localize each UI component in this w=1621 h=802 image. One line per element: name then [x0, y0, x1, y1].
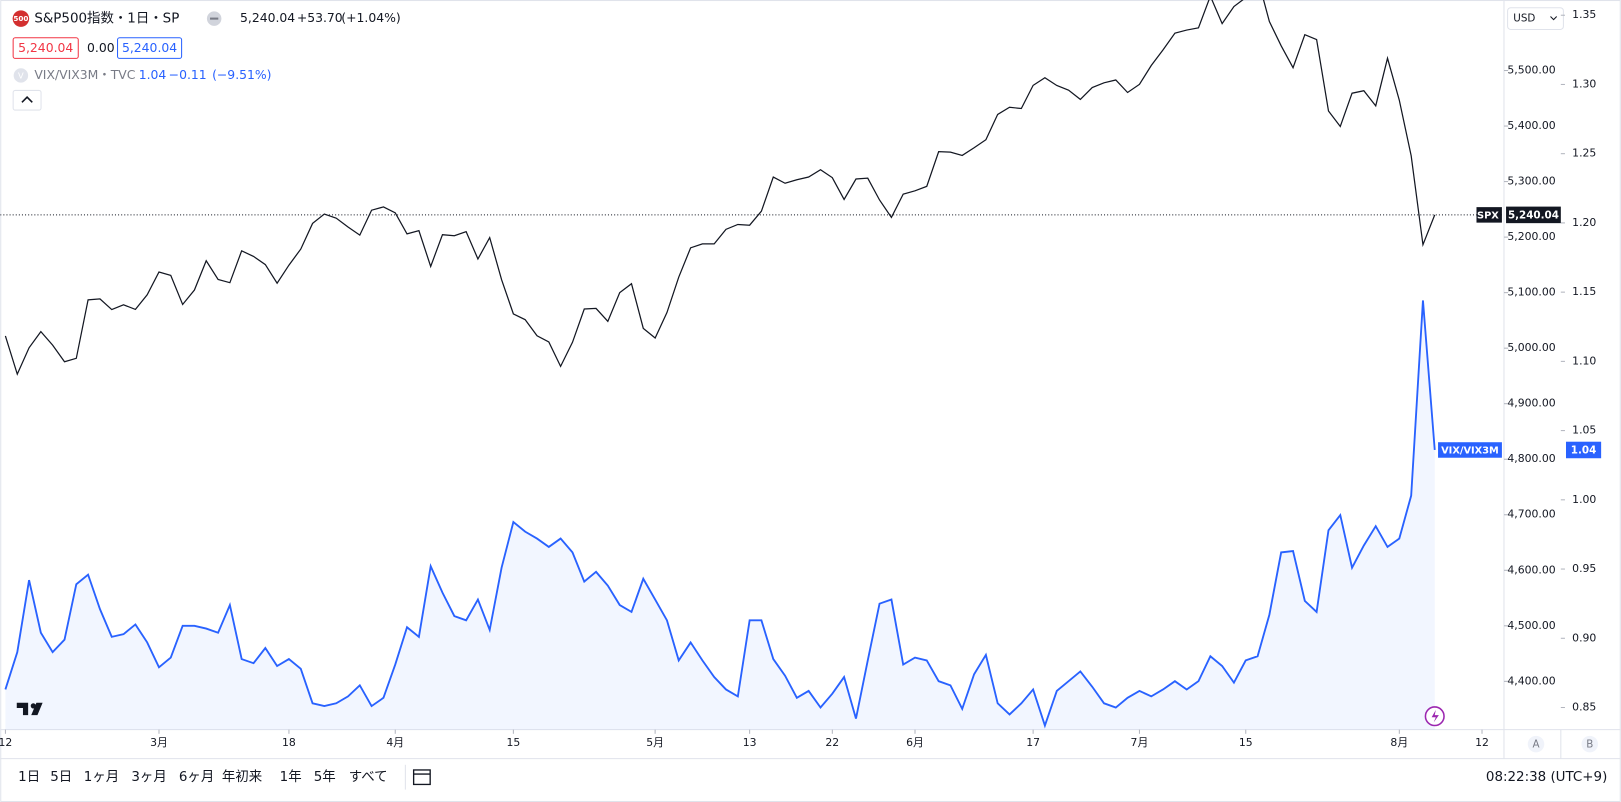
calendar-icon[interactable] — [412, 769, 431, 786]
clock: 08:22:38 (UTC+9) — [1486, 770, 1607, 785]
x-tick-label: 18 — [282, 736, 296, 749]
symbol-icon — [13, 68, 29, 83]
range-button[interactable]: 1ヶ月 — [84, 770, 119, 785]
change: −0.11 — [169, 67, 207, 82]
change-pct: (−9.51%) — [212, 67, 271, 82]
price: 5,240.04 — [240, 10, 295, 25]
y2-tick-label: 0.95 — [1572, 562, 1596, 575]
series-tag-label: SPX — [1477, 210, 1499, 221]
range-button[interactable]: 5年 — [314, 769, 336, 785]
logo — [30, 703, 36, 709]
y2-tick-label: 1.35 — [1572, 8, 1596, 21]
x-tick-label: 12 — [1475, 736, 1489, 749]
symbol-title[interactable]: S&P500指数・1日・SP — [34, 11, 179, 27]
collapse-button[interactable] — [12, 89, 42, 111]
axis-button[interactable] — [1527, 735, 1545, 753]
change-pct: (+1.04%) — [341, 10, 400, 25]
series-tag — [1476, 207, 1502, 223]
range-button[interactable]: 1年 — [280, 769, 302, 785]
range-button[interactable]: 5日 — [50, 770, 72, 785]
y-tick-label: 5,300.00 — [1507, 175, 1555, 188]
y-tick-label: 4,900.00 — [1507, 397, 1555, 410]
price-box-label: 5,240.04 — [1508, 209, 1559, 221]
y2-tick-label: 1.05 — [1572, 424, 1596, 437]
range-button[interactable]: 1日 — [18, 770, 40, 785]
y2-tick-label: 1.10 — [1572, 354, 1596, 367]
y-tick-label: 4,600.00 — [1507, 563, 1555, 576]
line — [4, 0, 1436, 376]
y-tick-label: 4,400.00 — [1507, 674, 1555, 687]
axis-button[interactable] — [1581, 735, 1599, 753]
x-tick-label: 4月 — [386, 736, 404, 749]
y2-tick-label: 0.85 — [1572, 701, 1596, 714]
symbol-icon-text: V — [18, 70, 24, 80]
x-tick-label: 8月 — [1390, 736, 1408, 749]
change: +53.70 — [297, 10, 343, 25]
range-button[interactable]: 6ヶ月 — [179, 770, 214, 785]
series-tag — [1438, 442, 1502, 458]
events-icon — [1431, 710, 1439, 723]
bid: 5,240.04 — [18, 40, 73, 55]
line — [4, 300, 1436, 729]
y-tick-label: 5,200.00 — [1507, 230, 1555, 243]
y-tick-label: 5,100.00 — [1507, 286, 1555, 299]
calendar-icon — [412, 769, 431, 786]
price: 1.04 — [139, 67, 167, 82]
range-button[interactable]: 年初来 — [222, 769, 262, 785]
y2-tick-label: 1.20 — [1572, 216, 1596, 229]
axis-button-label: B — [1586, 739, 1593, 751]
x-tick-label: 17 — [1026, 736, 1040, 749]
area — [5, 300, 1435, 730]
y-tick-label: 4,700.00 — [1507, 508, 1555, 521]
range-button[interactable]: 3ヶ月 — [131, 770, 166, 785]
y-tick-label: 4,800.00 — [1507, 452, 1555, 465]
spread: 0.00 — [87, 40, 115, 55]
y-tick-label: 5,400.00 — [1507, 119, 1555, 132]
y2-tick-label: 1.30 — [1572, 77, 1596, 90]
price-box — [1565, 441, 1602, 459]
x-tick-label: 3月 — [150, 736, 168, 749]
symbol-icon-text: 500 — [13, 14, 28, 23]
y-tick-label: 5,000.00 — [1507, 341, 1555, 354]
y2-tick-label: 1.00 — [1572, 493, 1596, 506]
x-tick-label: 5月 — [646, 736, 664, 749]
x-tick-label: 15 — [1239, 736, 1253, 749]
x-tick-label: 12 — [0, 736, 12, 749]
plot — [0, 0, 1504, 730]
price-box-label: 1.04 — [1571, 444, 1596, 456]
y2-tick-label: 1.15 — [1572, 285, 1596, 298]
symbol-icon — [12, 10, 30, 27]
collapse-icon — [21, 96, 33, 103]
x-tick-label: 15 — [506, 736, 520, 749]
dropdown-icon — [1550, 16, 1558, 21]
price-box — [1506, 206, 1561, 224]
y2-tick-label: 1.25 — [1572, 147, 1596, 160]
ask-box[interactable] — [117, 37, 183, 59]
bid-box[interactable] — [12, 37, 79, 59]
x-tick-label: 6月 — [906, 736, 924, 749]
currency: USD — [1513, 13, 1535, 25]
range-button[interactable]: すべて — [349, 769, 388, 785]
x-tick-label: 22 — [825, 736, 839, 749]
y-tick-label: 4,500.00 — [1507, 619, 1555, 632]
logo — [16, 702, 43, 716]
axis-button-label: A — [1532, 739, 1539, 751]
currency-select[interactable] — [1507, 7, 1564, 30]
symbol-title[interactable]: VIX/VIX3M・TVC — [34, 67, 135, 82]
ask: 5,240.04 — [122, 40, 177, 55]
y-tick-label: 5,500.00 — [1507, 64, 1555, 77]
x-tick-label: 13 — [743, 736, 757, 749]
series-tag-label: VIX/VIX3M — [1441, 445, 1499, 456]
y2-tick-label: 0.90 — [1572, 631, 1596, 644]
x-tick-label: 7月 — [1131, 736, 1149, 749]
